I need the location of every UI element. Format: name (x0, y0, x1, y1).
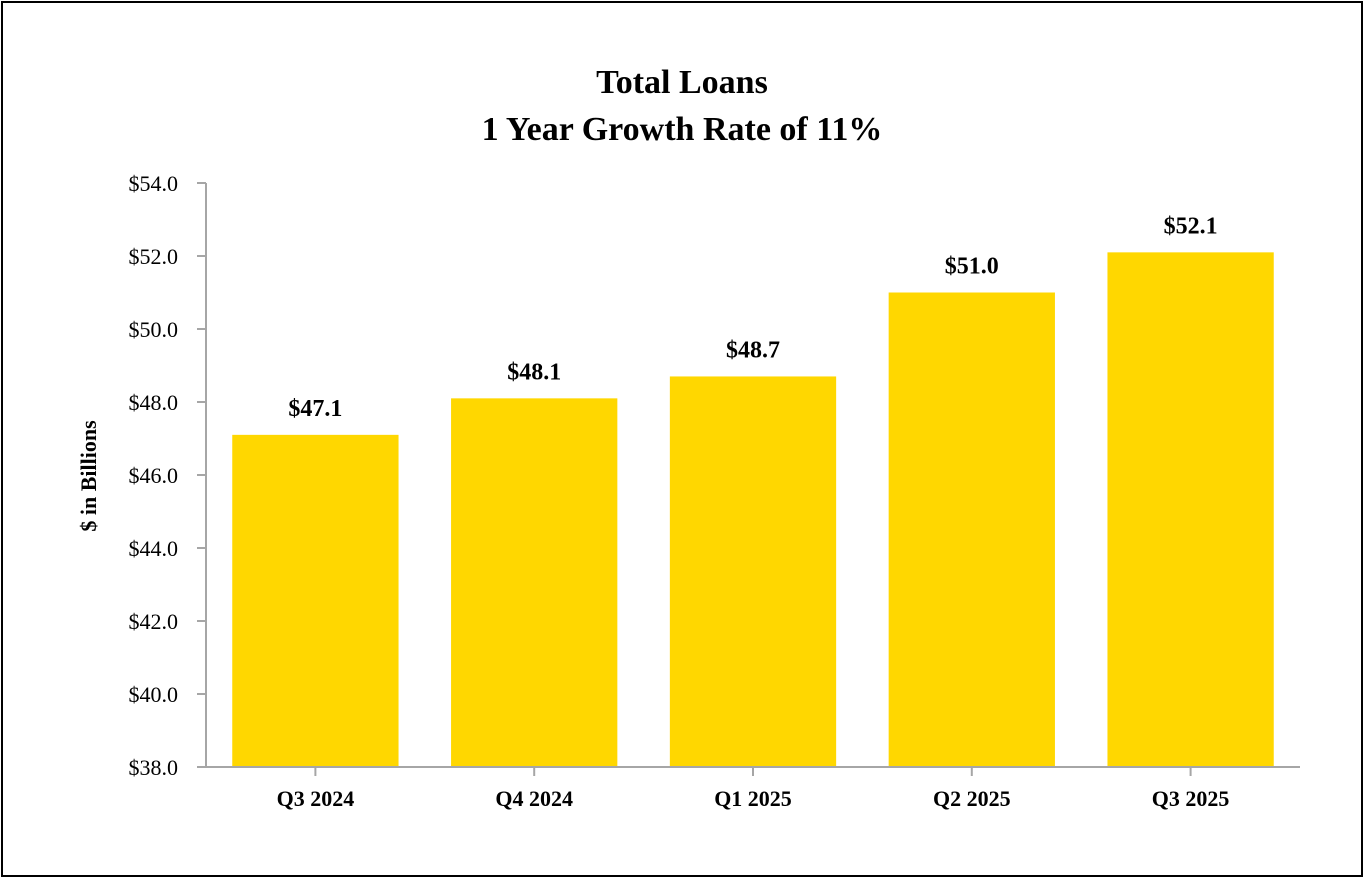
y-tick-label: $54.0 (129, 171, 179, 196)
x-tick-label: Q1 2025 (714, 786, 792, 811)
y-axis-ticks: $38.0 $40.0 $42.0 $44.0 $46.0 $48.0 $50.0 $52.0… (129, 171, 206, 780)
y-tick-label: $52.0 (129, 244, 179, 269)
y-tick-label: $46.0 (129, 463, 179, 488)
chart-title: Total Loans (596, 64, 768, 101)
x-tick-label: Q3 2025 (1152, 786, 1230, 811)
axes: Q3 2024 Q4 2024 Q1 2025 Q2 2025 Q3 2025 (205, 183, 1300, 811)
bar (669, 376, 837, 767)
y-tick-label: $44.0 (129, 536, 179, 561)
data-label: $48.1 (507, 359, 561, 385)
y-tick-label: $48.0 (129, 390, 179, 415)
x-tick-label: Q3 2024 (277, 786, 355, 811)
y-tick-label: $42.0 (129, 609, 179, 634)
bar (1107, 252, 1274, 768)
data-label: $52.1 (1164, 213, 1218, 239)
y-tick-label: $50.0 (129, 317, 179, 342)
data-label: $48.7 (726, 337, 780, 363)
x-tick-label: Q2 2025 (933, 786, 1011, 811)
bar (888, 292, 1055, 767)
x-tick-label: Q4 2024 (495, 786, 573, 811)
bar (451, 398, 618, 767)
bar (232, 434, 399, 767)
chart-subtitle: 1 Year Growth Rate of 11% (482, 111, 883, 148)
data-label: $47.1 (288, 396, 342, 422)
y-axis-title: $ in Billions (76, 420, 101, 532)
y-tick-label: $38.0 (129, 755, 179, 780)
data-label: $51.0 (945, 254, 999, 280)
y-tick-label: $40.0 (129, 682, 179, 707)
bar-series: $47.1 $48.1 $48.7 $51.0 $52.1 (232, 213, 1274, 768)
